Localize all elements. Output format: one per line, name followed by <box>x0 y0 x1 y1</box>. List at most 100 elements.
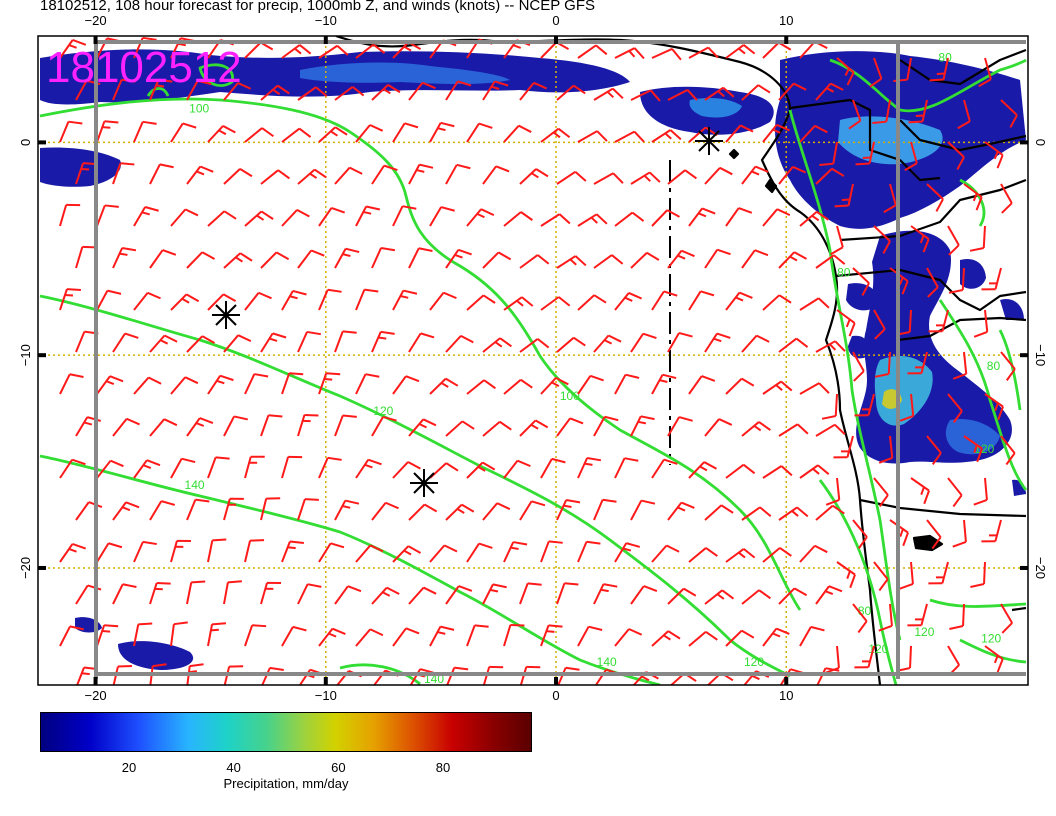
wind-barb <box>725 124 754 143</box>
wind-barb <box>540 624 563 647</box>
wind-barb <box>297 168 327 185</box>
wind-barb <box>519 254 550 269</box>
wind-barb <box>630 415 655 437</box>
wind-barb <box>170 457 196 479</box>
wind-barb <box>392 545 422 563</box>
wind-barb <box>688 290 715 311</box>
wind-barb <box>503 296 534 311</box>
wind-barb <box>318 456 342 479</box>
wind-barb <box>244 210 274 227</box>
wind-barb <box>334 414 357 437</box>
wind-barb <box>519 338 550 353</box>
wind-barb <box>540 296 571 311</box>
wind-barb <box>540 41 570 59</box>
wind-barb <box>392 205 417 227</box>
wind-barb <box>112 247 137 269</box>
wind-barb <box>96 459 124 479</box>
wind-barb <box>883 183 897 214</box>
wind-barb <box>688 547 718 563</box>
wind-barb <box>688 46 719 59</box>
wind-barb <box>947 645 960 676</box>
wind-barb <box>577 213 608 227</box>
wind-barb <box>973 309 989 338</box>
wind-barb <box>318 126 348 143</box>
wind-barb <box>556 582 579 605</box>
wind-barb <box>519 419 549 437</box>
wind-barb <box>59 203 81 227</box>
wind-barb <box>392 122 419 143</box>
wind-barb <box>577 540 601 563</box>
wind-barb <box>984 645 1004 673</box>
wind-barb <box>910 477 930 505</box>
wind-barb <box>207 538 227 563</box>
wind-barb <box>133 622 153 647</box>
precip-east-2 <box>960 258 986 289</box>
wind-barb <box>630 171 661 185</box>
wind-barb <box>614 291 643 311</box>
y-tick-label-left: 0 <box>18 139 33 146</box>
wind-barb <box>873 561 889 592</box>
wind-barb <box>59 373 84 395</box>
wind-barb <box>929 57 949 82</box>
contour-120-se2 <box>959 638 1027 664</box>
wind-barb <box>466 379 497 395</box>
wind-barb <box>947 141 965 170</box>
wind-barb <box>96 289 122 311</box>
wind-barb <box>170 539 191 563</box>
wind-barb <box>630 332 657 353</box>
wind-barb <box>799 382 830 395</box>
wind-barb <box>318 372 341 395</box>
wind-barb <box>112 162 135 185</box>
wind-barb <box>725 548 756 563</box>
wind-barb <box>762 627 790 647</box>
wind-barb <box>1000 603 1013 634</box>
wind-barb <box>833 435 854 459</box>
contour-label: 80 <box>938 51 952 65</box>
y-tick-label-right: −20 <box>1033 557 1048 579</box>
precip-band-north-core <box>300 62 510 84</box>
wind-barb <box>704 248 731 269</box>
wind-barb <box>149 163 174 185</box>
wind-barb <box>334 247 360 269</box>
wind-barb <box>207 622 227 647</box>
wind-barb <box>223 82 252 101</box>
wind-barb <box>540 457 566 479</box>
wind-barb <box>186 165 214 185</box>
wind-barb <box>834 183 854 208</box>
wind-barb <box>540 127 571 143</box>
colorbar-tick-label: 40 <box>226 760 241 775</box>
wind-barb <box>952 351 968 380</box>
contour-label: 120 <box>914 625 934 639</box>
wind-barb <box>408 503 438 521</box>
wind-barb <box>445 503 475 521</box>
wind-barb <box>614 373 640 395</box>
star-marker-3 <box>695 127 723 155</box>
wind-barb <box>947 477 963 508</box>
wind-barb <box>852 603 868 634</box>
wind-barb <box>815 504 845 521</box>
wind-barb <box>149 418 178 437</box>
wind-barb <box>59 39 87 59</box>
wind-barb <box>519 582 542 605</box>
wind-barb <box>973 477 988 506</box>
contour-label: 100 <box>189 102 209 116</box>
wind-barb <box>334 330 357 353</box>
wind-barb <box>963 435 983 463</box>
wind-barb <box>855 141 875 166</box>
wind-barb <box>1000 351 1016 381</box>
wind-barb <box>926 435 942 465</box>
wind-barb <box>556 499 581 521</box>
wind-barb <box>821 393 838 420</box>
wind-barb <box>778 251 807 269</box>
wind-barb <box>519 168 549 185</box>
wind-barb <box>725 463 756 479</box>
wind-barb <box>651 129 682 143</box>
wind-barb <box>244 624 267 647</box>
star-marker-2 <box>410 469 438 497</box>
wind-barb <box>186 79 212 101</box>
wind-barb <box>371 586 400 605</box>
contour-100-upper <box>39 97 802 611</box>
wind-barb <box>149 582 171 605</box>
wind-barb <box>540 540 563 563</box>
wind-barb <box>445 585 473 605</box>
